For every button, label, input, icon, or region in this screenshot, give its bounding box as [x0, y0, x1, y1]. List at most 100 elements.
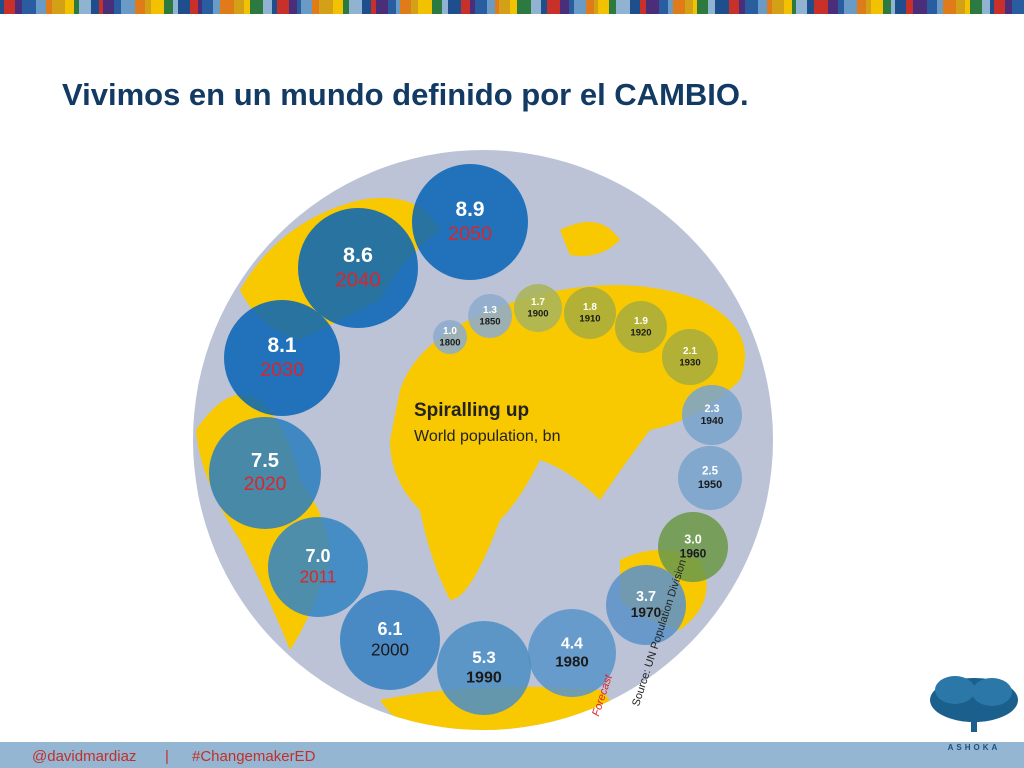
bubble-value: 3.7 [636, 589, 656, 605]
stripe-segment [685, 0, 693, 14]
bubble-year: 2040 [335, 268, 381, 291]
stripe-segment [333, 0, 343, 14]
stripe-segment [531, 0, 541, 14]
stripe-segment [198, 0, 202, 14]
stripe-segment [906, 0, 913, 14]
stripe-segment [475, 0, 487, 14]
stripe-segment [668, 0, 673, 14]
stripe-segment [22, 0, 36, 14]
stripe-segment [396, 0, 400, 14]
stripe-segment [244, 0, 250, 14]
population-bubble [468, 294, 512, 338]
bubble-year: 1900 [527, 309, 548, 320]
bubble-value: 2.5 [702, 466, 719, 478]
stripe-segment [1005, 0, 1012, 14]
stripe-segment [79, 0, 91, 14]
stripe-segment [541, 0, 547, 14]
bubble-year: 1910 [579, 314, 600, 325]
stripe-segment [74, 0, 79, 14]
stripe-segment [362, 0, 371, 14]
stripe-segment [640, 0, 646, 14]
stripe-segment [990, 0, 994, 14]
stripe-segment [91, 0, 99, 14]
stripe-segment [598, 0, 609, 14]
population-bubble [437, 621, 531, 715]
ashoka-logo: ASHOKA [930, 676, 1018, 752]
stripe-segment [739, 0, 745, 14]
population-bubble [682, 385, 742, 445]
bubble-value: 2.1 [683, 346, 697, 357]
stripe-segment [517, 0, 531, 14]
stripe-segment [190, 0, 198, 14]
stripe-segment [729, 0, 739, 14]
bubble-year: 1850 [479, 317, 500, 328]
stripe-segment [883, 0, 891, 14]
stripe-segment [784, 0, 792, 14]
stripe-segment [388, 0, 396, 14]
bubble-year: 1990 [466, 668, 502, 686]
stripe-segment [250, 0, 263, 14]
stripe-segment [99, 0, 103, 14]
stripe-segment [277, 0, 289, 14]
bubble-value: 5.3 [472, 648, 496, 667]
stripe-segment [673, 0, 685, 14]
stripe-segment [145, 0, 151, 14]
bubble-year: 1930 [679, 358, 700, 369]
population-bubble [615, 301, 667, 353]
stripe-segment [121, 0, 135, 14]
stripe-segment [937, 0, 943, 14]
stripe-segment [758, 0, 767, 14]
stripe-segment [594, 0, 598, 14]
bubble-value: 1.0 [443, 326, 457, 337]
stripe-segment [510, 0, 517, 14]
stripe-segment [432, 0, 442, 14]
footer-bar [0, 742, 1024, 768]
stripe-segment [982, 0, 990, 14]
stripe-segment [103, 0, 114, 14]
stripe-segment [297, 0, 301, 14]
stripe-segment [202, 0, 213, 14]
bubble-year: 1980 [555, 653, 588, 670]
stripe-segment [796, 0, 807, 14]
population-bubble [514, 284, 562, 332]
stripe-segment [499, 0, 510, 14]
stripe-segment [871, 0, 883, 14]
stripe-segment [495, 0, 499, 14]
population-bubble [658, 512, 728, 582]
stripe-segment [965, 0, 970, 14]
bubble-value: 8.9 [455, 198, 484, 221]
footer-hashtag: #ChangemakerED [192, 748, 316, 765]
stripe-segment [213, 0, 220, 14]
population-bubble [678, 446, 742, 510]
stripe-segment [814, 0, 828, 14]
bubble-year: 1920 [630, 328, 651, 339]
stripe-segment [371, 0, 376, 14]
stripe-segment [319, 0, 333, 14]
stripe-segment [289, 0, 297, 14]
stripe-segment [15, 0, 22, 14]
stripe-segment [994, 0, 1005, 14]
bubble-year: 1950 [698, 479, 722, 491]
stripe-segment [956, 0, 965, 14]
stripe-segment [844, 0, 857, 14]
stripe-segment [418, 0, 432, 14]
stripe-segment [301, 0, 312, 14]
stripe-segment [376, 0, 388, 14]
stripe-segment [745, 0, 758, 14]
stripe-segment [487, 0, 495, 14]
stripe-segment [943, 0, 956, 14]
bubble-year: 2020 [244, 474, 287, 495]
bubble-year: 1970 [631, 605, 662, 620]
stripe-segment [616, 0, 630, 14]
bubble-year: 1940 [701, 416, 724, 427]
bubble-value: 1.3 [483, 305, 497, 316]
stripe-segment [767, 0, 772, 14]
stripe-segment [442, 0, 448, 14]
stripe-segment [659, 0, 668, 14]
stripe-segment [586, 0, 594, 14]
bubble-value: 8.6 [343, 242, 373, 267]
stripe-segment [828, 0, 838, 14]
stripe-segment [448, 0, 461, 14]
bubble-year: 1960 [680, 547, 707, 561]
